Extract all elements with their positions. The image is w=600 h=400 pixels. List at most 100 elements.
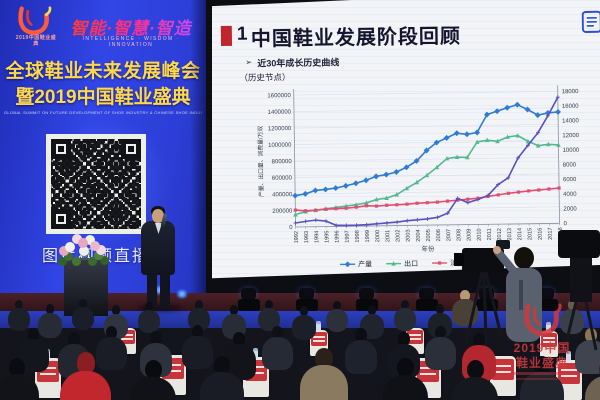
svg-text:1200000: 1200000 <box>268 126 292 132</box>
svg-text:600000: 600000 <box>272 176 293 182</box>
audience-shoulders <box>258 308 281 332</box>
water-bottle <box>546 322 551 333</box>
audience-head <box>144 360 162 380</box>
chair-sign <box>557 363 581 384</box>
second-camera <box>558 230 600 353</box>
audience-shoulders <box>96 337 127 370</box>
svg-text:1995: 1995 <box>324 231 330 244</box>
audience-head <box>150 331 163 345</box>
chair-sign <box>407 330 423 344</box>
svg-text:出口: 出口 <box>404 259 418 268</box>
audience-member <box>38 304 62 338</box>
svg-text:1999: 1999 <box>365 230 371 243</box>
watermark-text-line1: 2019中国 <box>513 341 571 355</box>
audience-shoulders <box>262 337 293 370</box>
banner-subtitle-english: GLOBAL SUMMIT ON FUTURE DEVELOPMENT OF S… <box>4 110 202 115</box>
audience-head <box>299 306 309 317</box>
water-bottle <box>316 321 321 332</box>
audience-head <box>398 332 411 346</box>
svg-text:2000: 2000 <box>563 206 577 212</box>
svg-text:0: 0 <box>289 225 293 231</box>
audience-head <box>214 356 231 375</box>
audience-member <box>585 360 600 400</box>
svg-text:2011: 2011 <box>487 228 493 240</box>
audience-shoulders <box>292 314 316 340</box>
svg-text:2005: 2005 <box>426 229 432 242</box>
svg-text:2007: 2007 <box>446 229 452 242</box>
audience-shoulders <box>452 376 498 400</box>
audience-head <box>333 301 342 311</box>
svg-text:2009: 2009 <box>466 229 472 242</box>
audience-member <box>0 358 40 400</box>
qr-code <box>46 134 146 234</box>
stage-light-base <box>416 299 438 311</box>
audience-head <box>271 326 284 339</box>
shoe-industry-line-chart: 0 200000 400000 600000 800000 1000000 1200000 1… <box>256 85 580 269</box>
audience-member <box>138 302 161 334</box>
stage-light-head <box>359 288 374 300</box>
flower-blooms <box>78 238 88 248</box>
flower-leaves <box>80 248 89 257</box>
audience-member <box>345 328 378 374</box>
svg-text:6000: 6000 <box>563 177 577 183</box>
audience-shoulders <box>425 337 456 370</box>
audience-head <box>105 326 118 339</box>
svg-text:1997: 1997 <box>345 230 351 243</box>
flower-arrangement <box>54 232 114 266</box>
banner-slogan-english: INTELLIGENCE · WISDOM · INNOVATION <box>82 36 180 48</box>
audience-shoulders <box>8 308 31 332</box>
audience-shoulders <box>326 309 349 333</box>
stage-light-base <box>238 299 260 311</box>
banner-title-line1: 全球鞋业未来发展峰会 <box>5 61 201 82</box>
audience-head <box>111 305 121 316</box>
svg-text:1993: 1993 <box>304 231 310 244</box>
svg-text:2014: 2014 <box>517 228 523 241</box>
chair-sign <box>311 332 327 346</box>
svg-text:1000000: 1000000 <box>268 143 292 149</box>
audience-head <box>191 325 204 338</box>
audience-head <box>229 305 239 316</box>
audience-head <box>27 328 40 341</box>
water-bottle <box>253 348 258 359</box>
stage-light-head <box>241 288 256 300</box>
audience-head <box>68 332 81 346</box>
audience-head <box>460 290 470 301</box>
stage-light <box>416 288 438 312</box>
stage-glow-light <box>176 290 188 298</box>
svg-text:1998: 1998 <box>355 230 361 243</box>
svg-text:18000: 18000 <box>562 89 579 95</box>
audience-shoulders <box>0 374 40 400</box>
audience-head <box>145 302 154 312</box>
audience-shoulders <box>300 365 348 400</box>
speaker-leg <box>160 273 170 308</box>
svg-text:2010: 2010 <box>477 228 483 241</box>
audience-member <box>292 306 316 340</box>
svg-text:8000: 8000 <box>563 162 577 168</box>
svg-text:10000: 10000 <box>563 148 580 154</box>
slide: 1 中国鞋业发展阶段回顾 ➢ 近30年成长历史曲线 （历史节点） 0 200000… <box>212 0 600 278</box>
svg-text:产量: 产量 <box>358 259 372 268</box>
svg-text:1992: 1992 <box>294 231 300 244</box>
chair-sign <box>491 359 515 380</box>
svg-text:1600000: 1600000 <box>267 93 291 99</box>
audience-head <box>355 328 368 342</box>
watermark-logo-icon <box>524 303 562 336</box>
speaker-shadow <box>138 304 182 312</box>
audience-shoulders <box>520 372 565 400</box>
svg-text:2002: 2002 <box>395 230 401 243</box>
banner-title-line2: 暨2019中国鞋业盛典 <box>15 87 191 108</box>
audience-shoulders <box>130 376 176 400</box>
qr-finder-icon <box>121 139 141 159</box>
audience-head <box>396 358 414 378</box>
stage-light-head <box>539 288 554 300</box>
audience-shoulders <box>138 310 161 334</box>
audience-member <box>8 300 31 332</box>
audience-head <box>567 300 577 311</box>
summit-logo-caption: 2019中国鞋业盛典 <box>15 35 57 48</box>
audience-head <box>435 304 445 315</box>
svg-text:4000: 4000 <box>563 192 577 198</box>
audience-shoulders <box>382 374 428 400</box>
svg-text:2017: 2017 <box>548 227 554 240</box>
audience-head <box>367 305 377 316</box>
